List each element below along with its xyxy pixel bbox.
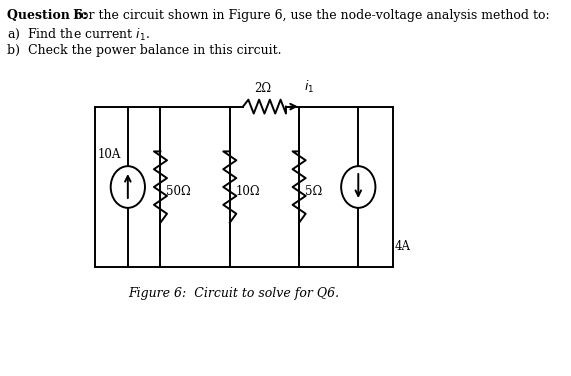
Text: $i_1$: $i_1$ (304, 79, 314, 95)
Text: 2Ω: 2Ω (254, 82, 271, 95)
Text: 10Ω: 10Ω (235, 185, 260, 199)
Text: Question 6:: Question 6: (7, 9, 87, 22)
Text: 10A: 10A (98, 148, 121, 161)
Text: b)  Check the power balance in this circuit.: b) Check the power balance in this circu… (7, 44, 282, 57)
Text: 5Ω: 5Ω (305, 185, 322, 199)
Text: 50Ω: 50Ω (166, 185, 191, 199)
Text: For the circuit shown in Figure 6, use the node-voltage analysis method to:: For the circuit shown in Figure 6, use t… (69, 9, 550, 22)
Text: Figure 6:  Circuit to solve for Q6.: Figure 6: Circuit to solve for Q6. (128, 287, 339, 300)
Text: 4A: 4A (395, 240, 411, 253)
Text: a)  Find the current $i_1$.: a) Find the current $i_1$. (7, 27, 150, 42)
